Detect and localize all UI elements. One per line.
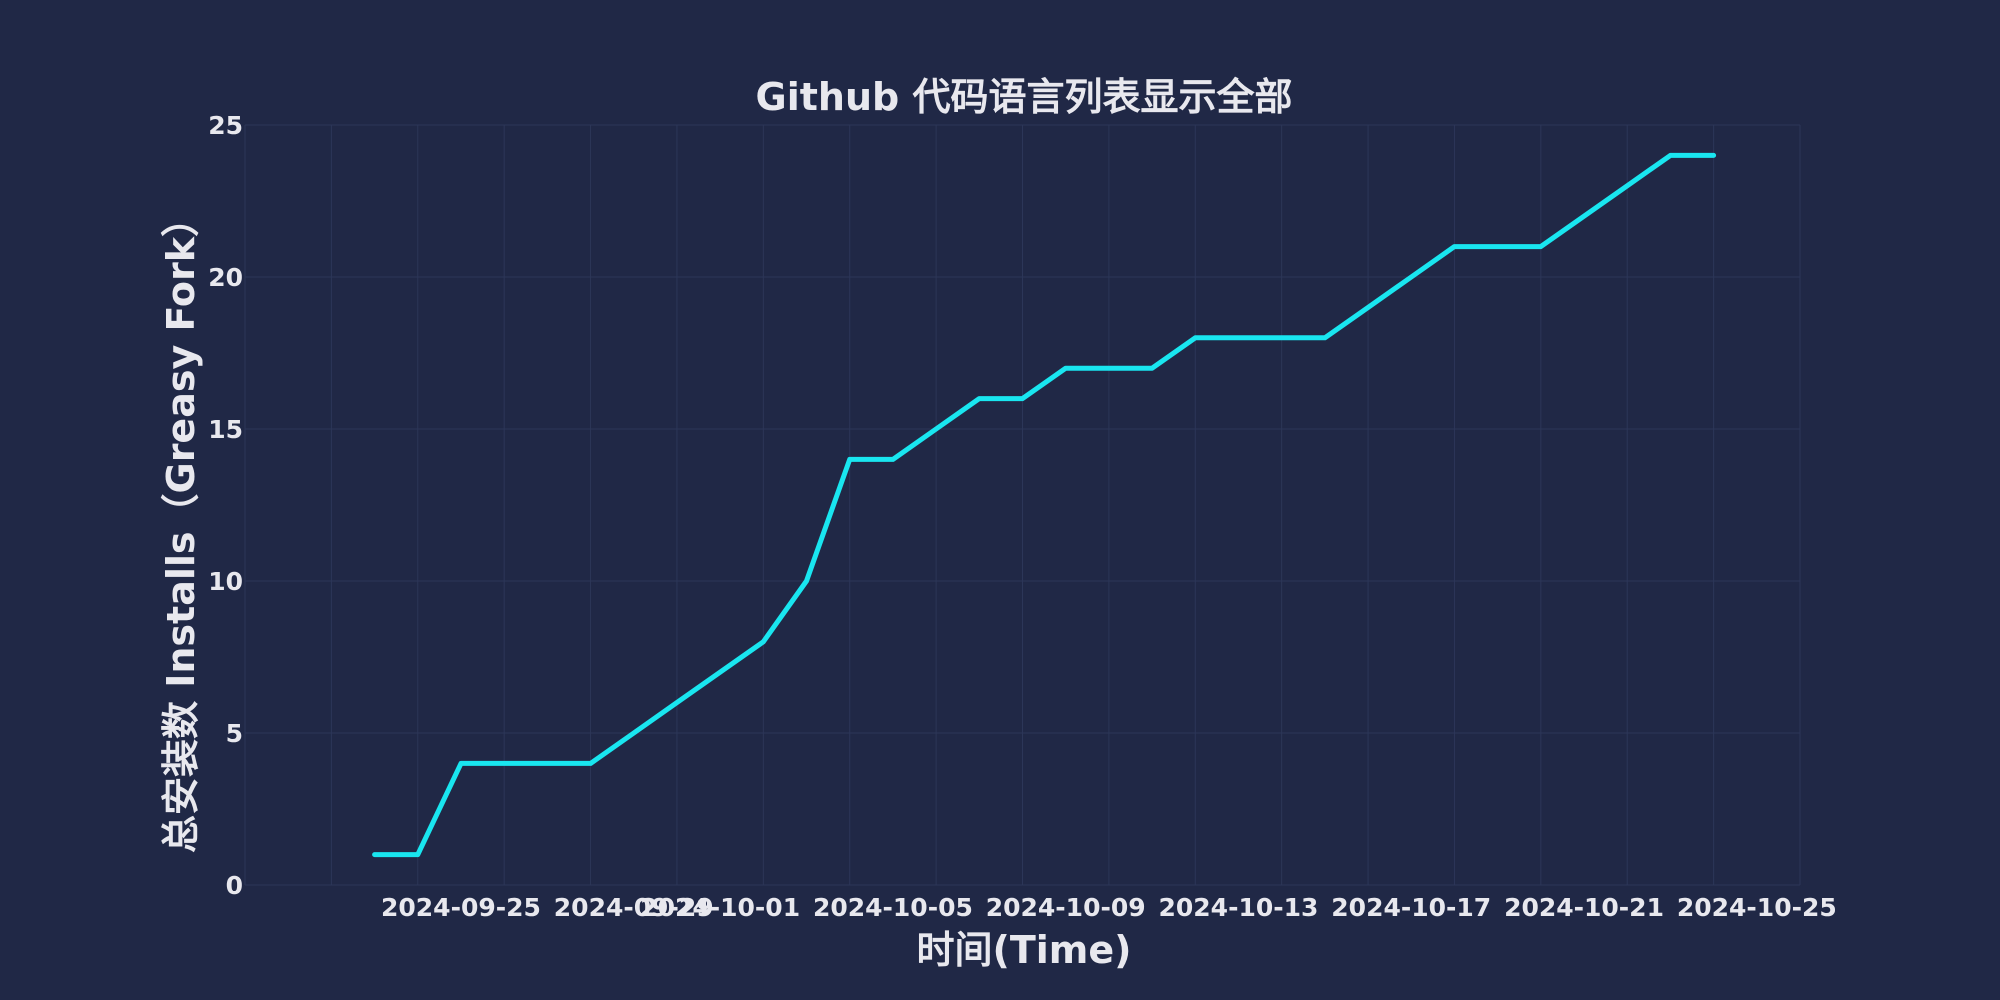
x-tick-label: 2024-10-05 bbox=[813, 893, 973, 922]
x-tick-label: 2024-10-25 bbox=[1677, 893, 1837, 922]
series-line bbox=[372, 152, 1717, 858]
x-tick-label: 2024-10-21 bbox=[1504, 893, 1664, 922]
y-axis-ticks: 0 5 10 15 20 25 bbox=[208, 111, 243, 900]
y-tick-label: 10 bbox=[208, 567, 243, 596]
y-tick-label: 25 bbox=[208, 111, 243, 140]
grid bbox=[244, 124, 1801, 886]
y-tick-label: 15 bbox=[208, 415, 243, 444]
x-tick-label: 2024-10-09 bbox=[986, 893, 1146, 922]
series-layer bbox=[372, 152, 1717, 858]
x-tick-label: 2024-09-29 bbox=[554, 893, 714, 922]
y-tick-label: 5 bbox=[226, 719, 243, 748]
x-tick-label: 2024-09-25 bbox=[381, 893, 541, 922]
x-axis-label: 时间(Time) bbox=[916, 928, 1131, 972]
x-tick-label: 2024-10-13 bbox=[1159, 893, 1319, 922]
y-tick-label: 20 bbox=[208, 263, 243, 292]
x-tick-label: 2024-10-01 bbox=[640, 893, 800, 922]
chart-title: Github 代码语言列表显示全部 bbox=[756, 75, 1293, 119]
y-axis-label: 总安装数 Installs（Greasy Fork） bbox=[159, 199, 203, 853]
y-tick-label: 0 bbox=[226, 871, 243, 900]
x-tick-label: 2024-10-17 bbox=[1331, 893, 1491, 922]
